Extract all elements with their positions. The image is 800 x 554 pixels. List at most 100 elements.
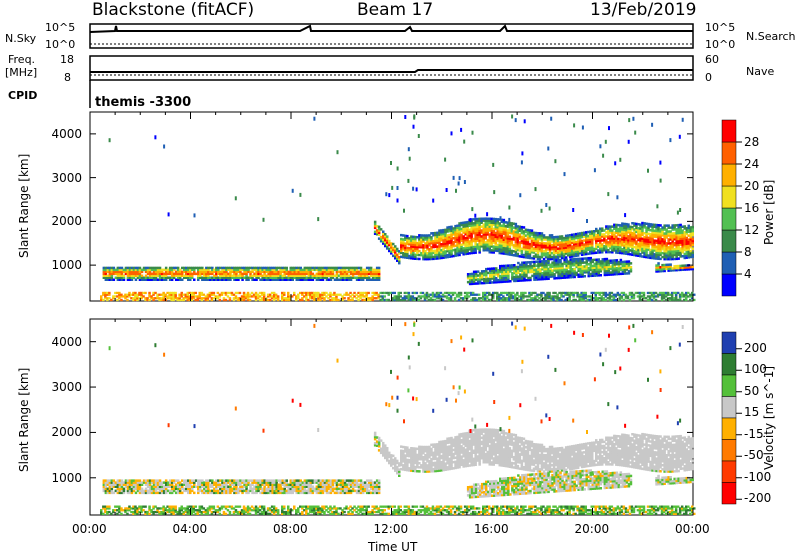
power-cell [102,291,105,295]
velocity-cell [211,485,214,488]
power-cell [595,247,598,250]
power-cell [524,250,528,253]
power-cell [483,271,486,275]
power-cell [545,259,548,263]
velocity-cell [150,479,154,482]
power-cell [566,244,570,247]
power-cell [470,276,474,280]
power-cell [570,235,574,239]
power-cell [460,247,463,250]
power-cell [663,242,666,245]
power-cell [587,274,590,278]
power-cell [677,251,680,254]
power-cell [476,247,479,250]
power-cell [603,263,607,267]
power-cell [572,241,576,244]
power-cell [597,233,600,237]
power-cell [231,274,234,277]
power-cell [605,239,608,242]
power-cell [343,293,346,296]
power-cell [670,295,674,298]
power-cell [116,295,119,298]
power-cell [539,276,542,279]
power-cell [625,264,629,267]
power-cell [585,237,588,240]
velocity-cell [116,489,120,493]
power-cell [500,232,503,235]
power-cell [321,272,325,276]
power-cell [361,276,365,279]
power-cell [604,291,608,295]
power-cell [414,239,417,243]
power-cell [497,269,500,272]
power-cell [542,257,546,261]
power-cell [426,253,429,257]
power-cell [488,227,491,230]
power-cell [485,267,488,271]
power-cell [476,231,479,234]
power-cell [420,240,423,243]
power-cell [485,281,488,285]
power-cell [498,240,501,243]
power-cell [562,252,566,256]
power-cell [639,231,642,234]
power-cell [486,291,489,295]
power-cell [434,253,437,256]
power-cell [554,239,558,243]
power-cell [529,264,532,268]
power-cell [227,272,230,276]
power-cell [490,243,493,246]
velocity-cell [178,485,182,488]
power-cell [146,270,150,274]
power-cell [489,281,492,284]
velocity-cell [124,481,128,484]
power-cell [589,252,592,255]
power-cell [403,208,405,213]
power-cell [567,262,570,265]
power-cell [432,232,435,235]
power-cell [460,229,463,233]
power-cell [568,251,572,255]
power-cell [657,239,660,243]
power-cell [657,231,660,235]
velocity-cell [142,479,146,482]
power-cell [309,278,313,281]
power-cell [307,268,311,272]
power-cell [647,238,650,241]
velocity-cell [104,479,108,482]
velocity-cell [189,491,192,495]
power-cell [587,238,590,242]
power-cell [548,242,552,245]
power-cell [390,242,393,245]
power-cell [685,244,688,248]
power-cell [234,291,238,295]
power-cell [651,241,654,244]
power-cell [663,246,666,249]
power-cell [349,298,352,302]
velocity-cell [162,485,166,488]
power-cell [532,297,535,300]
velocity-cell [140,481,144,484]
power-cell [546,295,549,298]
power-cell [611,235,614,238]
velocity-cell [152,479,156,482]
power-cell [561,262,564,266]
power-cell [168,291,171,295]
power-cell [267,278,270,281]
power-cell [472,274,476,278]
power-cell [601,262,604,265]
power-cell [437,297,441,300]
power-cell [367,270,371,274]
velocity-cell [191,487,194,491]
power-cell [625,222,628,226]
velocity-cell [120,487,124,491]
power-cell [271,266,274,270]
velocity-cell [209,485,212,488]
power-cell [321,268,325,272]
power-cell [595,245,598,249]
velocity-cell [136,479,140,482]
power-cell [217,266,220,270]
power-cell [357,291,360,295]
power-cell [154,274,158,277]
power-cell [327,297,330,300]
